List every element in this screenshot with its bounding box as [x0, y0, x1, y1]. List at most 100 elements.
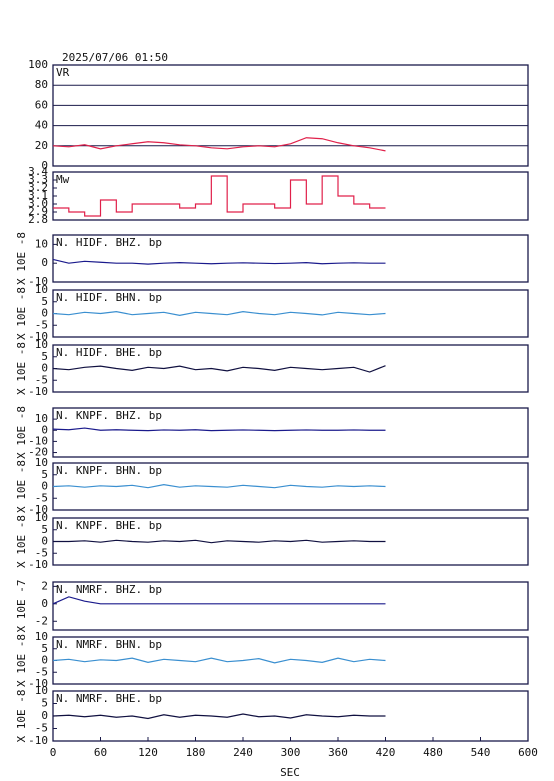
y-tick-label: -10	[28, 275, 48, 288]
waveform-line	[52, 713, 386, 720]
waveform-line	[52, 427, 386, 432]
y-tick-label: 2.8	[28, 213, 48, 226]
y-axis-label: X 10E -8	[15, 515, 28, 568]
y-tick-label: 5	[41, 523, 48, 536]
y-axis-label: X 10E -8	[15, 690, 28, 743]
panel-label: N. HIDF. BHN. bp	[56, 291, 162, 304]
waveform-line	[53, 175, 386, 217]
y-tick-label: 5	[41, 697, 48, 710]
y-tick-label: -2	[35, 614, 48, 627]
x-tick-label: 60	[94, 746, 107, 759]
panel-label: N. NMRF. BHE. bp	[56, 692, 162, 705]
y-tick-label: 5	[41, 295, 48, 308]
waveform-line	[52, 365, 386, 373]
y-tick-label: -5	[35, 722, 48, 735]
y-tick-label: 3.3	[28, 173, 48, 186]
y-tick-label: 10	[35, 684, 48, 697]
y-tick-label: 10	[35, 412, 48, 425]
y-tick-label: 10	[35, 456, 48, 469]
y-tick-label: 3.0	[28, 197, 48, 210]
y-tick-label: 2.9	[28, 205, 48, 218]
y-tick-label: -10	[28, 434, 48, 447]
y-tick-label: 100	[28, 58, 48, 71]
y-tick-label: 0	[41, 307, 48, 320]
y-tick-label: 40	[35, 119, 48, 132]
y-tick-label: 0	[41, 654, 48, 667]
x-tick-label: 480	[423, 746, 443, 759]
panel-frame	[52, 234, 529, 283]
y-axis-label: X 10E -7	[15, 580, 28, 633]
y-axis-label: X 10E -8	[15, 406, 28, 459]
x-axis-label: SEC	[280, 766, 300, 779]
y-tick-label: 10	[35, 338, 48, 351]
y-tick-label: 0	[41, 597, 48, 610]
x-tick-label: 360	[328, 746, 348, 759]
panel-label: Mw	[56, 173, 70, 186]
panel-frame	[52, 581, 529, 631]
y-tick-label: 0	[41, 535, 48, 548]
waveform-line	[52, 311, 386, 316]
y-tick-label: 10	[35, 283, 48, 296]
panel-label: N. KNPF. BHN. bp	[56, 464, 162, 477]
y-tick-label: 20	[35, 139, 48, 152]
x-tick-label: 300	[281, 746, 301, 759]
y-tick-label: 0	[41, 256, 48, 269]
waveform-line	[52, 137, 386, 152]
waveform-line	[52, 596, 386, 605]
panel-label: N. NMRF. BHZ. bp	[56, 583, 162, 596]
waveform-line	[52, 657, 386, 664]
y-tick-label: -10	[28, 734, 48, 747]
y-tick-label: 3.4	[28, 165, 48, 178]
x-tick-label: 600	[518, 746, 538, 759]
y-axis-label: X 10E -8	[15, 342, 28, 395]
y-tick-label: 0	[41, 709, 48, 722]
y-tick-label: 10	[35, 511, 48, 524]
y-tick-label: -5	[35, 491, 48, 504]
y-tick-label: 0	[41, 480, 48, 493]
y-tick-label: -5	[35, 318, 48, 331]
y-tick-label: -5	[35, 546, 48, 559]
y-tick-label: 2	[41, 579, 48, 592]
panel-label: N. HIDF. BHZ. bp	[56, 236, 162, 249]
y-tick-label: -10	[28, 385, 48, 398]
y-tick-label: 0	[41, 362, 48, 375]
y-axis-label: X 10E -8	[15, 287, 28, 340]
panel-label: N. HIDF. BHE. bp	[56, 346, 162, 359]
y-tick-label: 5	[41, 350, 48, 363]
panel-frame	[52, 64, 529, 167]
y-tick-label: 10	[35, 630, 48, 643]
y-tick-label: 3.1	[28, 189, 48, 202]
y-tick-label: -5	[35, 665, 48, 678]
x-tick-label: 180	[186, 746, 206, 759]
panel-label: N. KNPF. BHZ. bp	[56, 409, 162, 422]
panel-label: VR	[56, 66, 70, 79]
waveform-line	[53, 539, 386, 544]
chart-title: 2025/07/06 01:50	[62, 51, 168, 64]
y-tick-label: 60	[35, 98, 48, 111]
y-tick-label: 3.2	[28, 181, 48, 194]
panel-frame	[52, 407, 529, 458]
x-tick-label: 0	[50, 746, 57, 759]
waveform-line	[52, 484, 386, 489]
y-tick-label: -10	[28, 558, 48, 571]
y-tick-label: -10	[28, 330, 48, 343]
y-tick-label: 5	[41, 642, 48, 655]
y-tick-label: 5	[41, 468, 48, 481]
x-tick-label: 120	[138, 746, 158, 759]
y-tick-label: 0	[41, 423, 48, 436]
y-tick-label: 0	[41, 159, 48, 172]
y-tick-label: -10	[28, 677, 48, 690]
y-tick-label: -5	[35, 373, 48, 386]
y-axis-label: X 10E -8	[15, 634, 28, 687]
y-tick-label: 10	[35, 237, 48, 250]
y-tick-label: -20	[28, 446, 48, 459]
y-axis-label: X 10E -8	[15, 232, 28, 285]
y-tick-label: 80	[35, 78, 48, 91]
panel-label: N. NMRF. BHN. bp	[56, 638, 162, 651]
x-tick-label: 240	[233, 746, 253, 759]
x-tick-label: 540	[471, 746, 491, 759]
y-tick-label: -10	[28, 503, 48, 516]
panel-label: N. KNPF. BHE. bp	[56, 519, 162, 532]
y-axis-label: X 10E -8	[15, 460, 28, 513]
